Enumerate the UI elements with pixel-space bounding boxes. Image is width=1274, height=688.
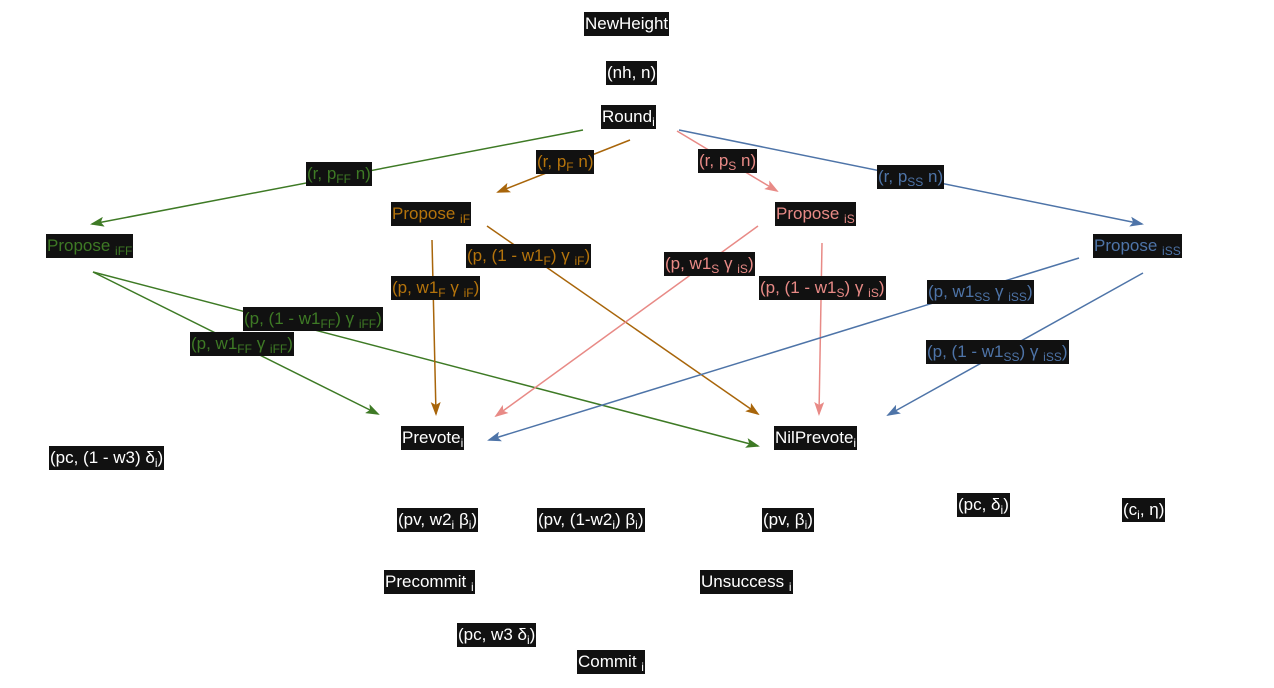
node-propose-is: Propose iS	[775, 202, 856, 226]
node-propose-iss: Propose iSS	[1093, 234, 1182, 258]
edge-propose-is-nilprevote	[814, 242, 825, 416]
node-propose-if: Propose iF	[391, 202, 472, 226]
edge-label-r-ps-n: (r, pS n)	[698, 149, 758, 173]
edge-label-p-w1s: (p, w1S γ iS)	[664, 252, 755, 276]
node-commit: Commit i	[577, 650, 645, 674]
edge-label-p-1mw1ff: (p, (1 - w1FF) γ iFF)	[243, 307, 383, 331]
edge-propose-iff-nilprevote	[92, 271, 760, 448]
node-precommit: Precommit i	[384, 570, 475, 594]
edge-label-p-1mw1ss: (p, (1 - w1SS) γ iSS)	[926, 340, 1069, 364]
edge-label-pc-delta: (pc, δi)	[957, 493, 1010, 517]
edge-label-p-w1ff: (p, w1FF γ iFF)	[190, 332, 294, 356]
edge-label-p-1mw1s: (p, (1 - w1S) γ iS)	[759, 276, 886, 300]
node-newheight: NewHeight	[584, 12, 670, 36]
edge-label-pc-w3: (pc, w3 δi)	[457, 623, 537, 647]
node-prevote: Prevotei	[401, 426, 465, 450]
edge-label-p-w1f: (p, w1F γ iF)	[391, 276, 481, 300]
edge-label-nh-n: (nh, n)	[606, 61, 658, 85]
node-propose-iff: Propose iFF	[46, 234, 134, 258]
node-round: Roundi	[601, 105, 656, 129]
edge-label-pc-1mw3: (pc, (1 - w3) δi)	[49, 446, 165, 470]
node-nilprevote: NilPrevotei	[774, 426, 858, 450]
edge-label-pv-beta: (pv, βi)	[762, 508, 814, 532]
edge-label-ci-eta: (ci, η)	[1122, 498, 1166, 522]
edge-label-p-1mw1f: (p, (1 - w1F) γ iF)	[466, 244, 592, 268]
edge-propose-if-prevote	[430, 239, 441, 416]
edge-label-r-pf-n: (r, pF n)	[536, 150, 595, 174]
edge-label-r-pff-n: (r, pFF n)	[306, 162, 372, 186]
node-unsuccess: Unsuccess i	[700, 570, 793, 594]
edge-label-pv-1mw2: (pv, (1-w2i) βi)	[537, 508, 645, 532]
edge-label-pv-w2: (pv, w2i βi)	[397, 508, 479, 532]
edge-label-r-pss-n: (r, pSS n)	[877, 165, 945, 189]
edge-label-p-w1ss: (p, w1SS γ iSS)	[927, 280, 1034, 304]
